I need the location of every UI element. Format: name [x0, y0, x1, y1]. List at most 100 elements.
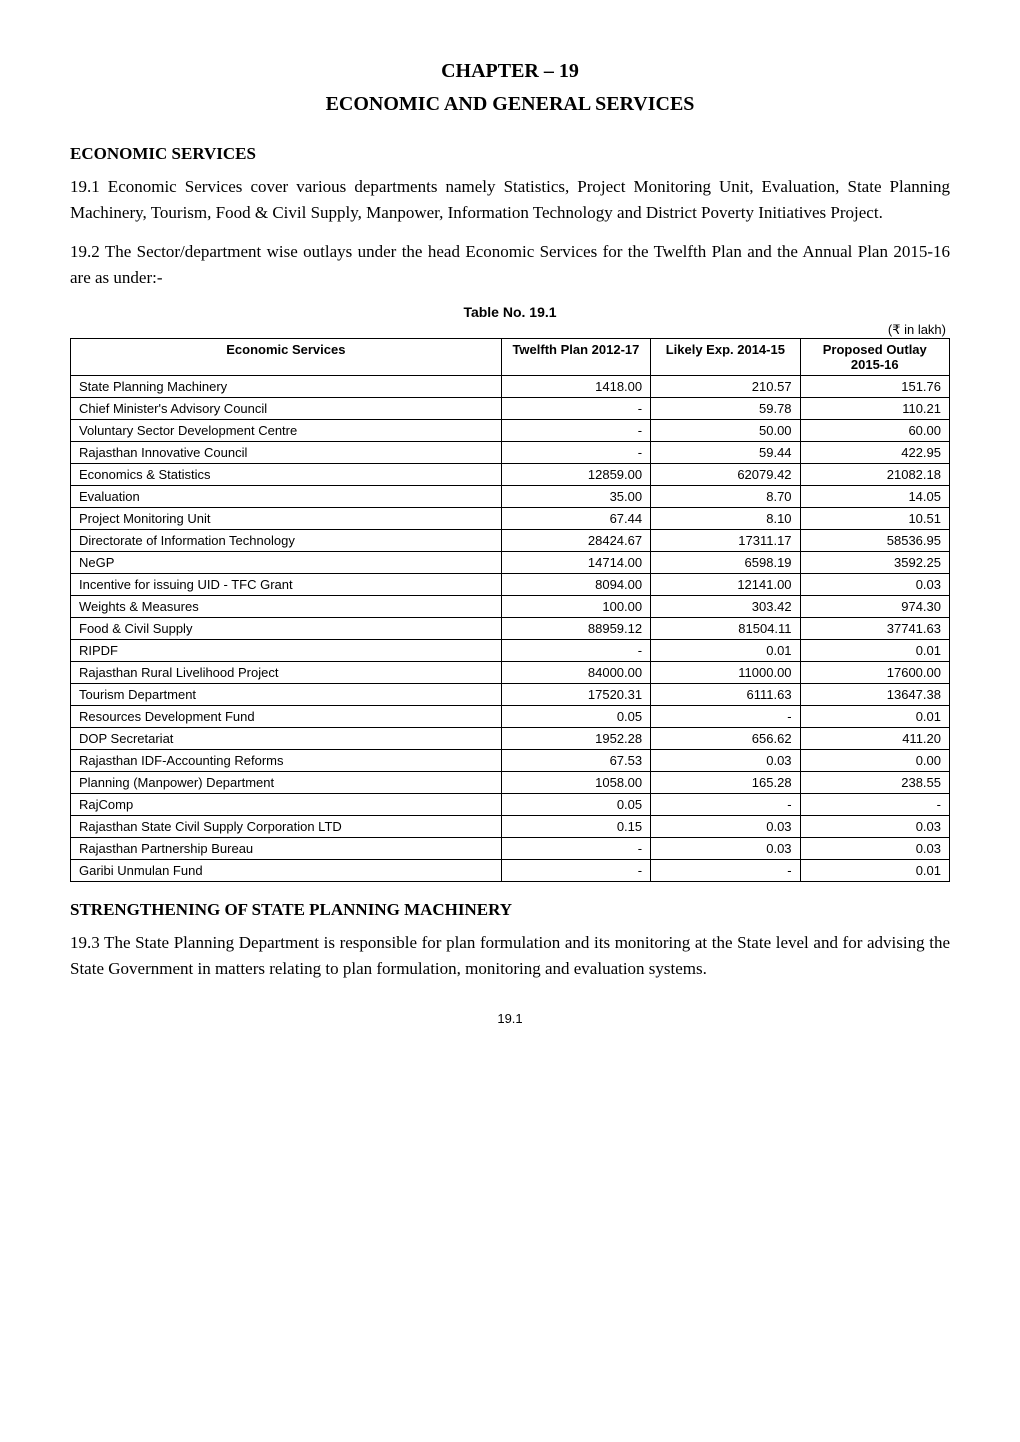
- cell-label: NeGP: [71, 552, 502, 574]
- table-row: Rajasthan Innovative Council-59.44422.95: [71, 442, 950, 464]
- cell-value: 37741.63: [800, 618, 949, 640]
- table-row: Food & Civil Supply88959.1281504.1137741…: [71, 618, 950, 640]
- table-unit: (₹ in lakh): [70, 322, 950, 338]
- cell-value: -: [800, 794, 949, 816]
- cell-label: Directorate of Information Technology: [71, 530, 502, 552]
- cell-value: -: [501, 420, 650, 442]
- cell-value: 10.51: [800, 508, 949, 530]
- economic-services-table: Economic Services Twelfth Plan 2012-17 L…: [70, 338, 950, 882]
- cell-label: Rajasthan Innovative Council: [71, 442, 502, 464]
- table-row: Rajasthan State Civil Supply Corporation…: [71, 816, 950, 838]
- cell-value: -: [501, 442, 650, 464]
- th-likely-exp: Likely Exp. 2014-15: [651, 339, 800, 376]
- cell-label: Incentive for issuing UID - TFC Grant: [71, 574, 502, 596]
- cell-value: 8.70: [651, 486, 800, 508]
- cell-value: 21082.18: [800, 464, 949, 486]
- para-19-3: 19.3 The State Planning Department is re…: [70, 930, 950, 981]
- table-caption: Table No. 19.1: [70, 304, 950, 320]
- table-row: Project Monitoring Unit67.448.1010.51: [71, 508, 950, 530]
- cell-value: 8094.00: [501, 574, 650, 596]
- table-row: Rajasthan Rural Livelihood Project84000.…: [71, 662, 950, 684]
- cell-value: 17600.00: [800, 662, 949, 684]
- table-row: Directorate of Information Technology284…: [71, 530, 950, 552]
- table-row: RajComp0.05--: [71, 794, 950, 816]
- cell-value: 88959.12: [501, 618, 650, 640]
- cell-value: 35.00: [501, 486, 650, 508]
- cell-value: 0.03: [651, 816, 800, 838]
- chapter-title: CHAPTER – 19: [70, 60, 950, 83]
- cell-value: -: [501, 838, 650, 860]
- cell-value: -: [651, 706, 800, 728]
- cell-value: 3592.25: [800, 552, 949, 574]
- cell-value: 0.01: [800, 860, 949, 882]
- cell-value: 411.20: [800, 728, 949, 750]
- table-row: Weights & Measures100.00303.42974.30: [71, 596, 950, 618]
- cell-value: -: [501, 640, 650, 662]
- cell-label: RajComp: [71, 794, 502, 816]
- cell-value: 12859.00: [501, 464, 650, 486]
- cell-label: RIPDF: [71, 640, 502, 662]
- cell-value: 974.30: [800, 596, 949, 618]
- cell-value: -: [651, 794, 800, 816]
- cell-value: 0.05: [501, 794, 650, 816]
- cell-label: Rajasthan Partnership Bureau: [71, 838, 502, 860]
- th-proposed-outlay: Proposed Outlay 2015-16: [800, 339, 949, 376]
- cell-value: 81504.11: [651, 618, 800, 640]
- cell-value: -: [501, 860, 650, 882]
- cell-value: 13647.38: [800, 684, 949, 706]
- table-row: Garibi Unmulan Fund--0.01: [71, 860, 950, 882]
- cell-label: Rajasthan IDF-Accounting Reforms: [71, 750, 502, 772]
- cell-value: 100.00: [501, 596, 650, 618]
- cell-value: 50.00: [651, 420, 800, 442]
- cell-value: 14.05: [800, 486, 949, 508]
- cell-value: 67.44: [501, 508, 650, 530]
- cell-value: 28424.67: [501, 530, 650, 552]
- table-row: Voluntary Sector Development Centre-50.0…: [71, 420, 950, 442]
- cell-value: 0.01: [800, 640, 949, 662]
- cell-value: 238.55: [800, 772, 949, 794]
- cell-value: 0.03: [800, 838, 949, 860]
- cell-value: 0.00: [800, 750, 949, 772]
- cell-label: Rajasthan State Civil Supply Corporation…: [71, 816, 502, 838]
- cell-value: 1418.00: [501, 376, 650, 398]
- cell-label: Rajasthan Rural Livelihood Project: [71, 662, 502, 684]
- cell-value: 6598.19: [651, 552, 800, 574]
- th-economic-services: Economic Services: [71, 339, 502, 376]
- cell-value: -: [501, 398, 650, 420]
- para-19-1: 19.1 Economic Services cover various dep…: [70, 174, 950, 225]
- cell-label: Tourism Department: [71, 684, 502, 706]
- cell-label: Food & Civil Supply: [71, 618, 502, 640]
- cell-value: 0.05: [501, 706, 650, 728]
- cell-value: 12141.00: [651, 574, 800, 596]
- cell-value: 0.03: [800, 816, 949, 838]
- cell-value: 6111.63: [651, 684, 800, 706]
- table-row: Planning (Manpower) Department1058.00165…: [71, 772, 950, 794]
- table-row: RIPDF-0.010.01: [71, 640, 950, 662]
- cell-label: Garibi Unmulan Fund: [71, 860, 502, 882]
- cell-value: 0.01: [651, 640, 800, 662]
- cell-value: 110.21: [800, 398, 949, 420]
- cell-value: 67.53: [501, 750, 650, 772]
- cell-value: 1058.00: [501, 772, 650, 794]
- section-heading-strengthening: STRENGTHENING OF STATE PLANNING MACHINER…: [70, 900, 950, 920]
- cell-value: 58536.95: [800, 530, 949, 552]
- table-header-row: Economic Services Twelfth Plan 2012-17 L…: [71, 339, 950, 376]
- cell-label: State Planning Machinery: [71, 376, 502, 398]
- cell-value: 151.76: [800, 376, 949, 398]
- cell-value: 17520.31: [501, 684, 650, 706]
- table-body: State Planning Machinery1418.00210.57151…: [71, 376, 950, 882]
- table-row: Evaluation35.008.7014.05: [71, 486, 950, 508]
- table-row: Economics & Statistics12859.0062079.4221…: [71, 464, 950, 486]
- cell-value: 0.01: [800, 706, 949, 728]
- section-heading-economic-services: ECONOMIC SERVICES: [70, 144, 950, 164]
- cell-value: 8.10: [651, 508, 800, 530]
- table-row: State Planning Machinery1418.00210.57151…: [71, 376, 950, 398]
- cell-value: 60.00: [800, 420, 949, 442]
- th-twelfth-plan: Twelfth Plan 2012-17: [501, 339, 650, 376]
- cell-label: DOP Secretariat: [71, 728, 502, 750]
- table-row: Rajasthan Partnership Bureau-0.030.03: [71, 838, 950, 860]
- cell-value: 0.03: [651, 750, 800, 772]
- cell-value: 17311.17: [651, 530, 800, 552]
- table-row: Resources Development Fund0.05-0.01: [71, 706, 950, 728]
- table-row: Chief Minister's Advisory Council-59.781…: [71, 398, 950, 420]
